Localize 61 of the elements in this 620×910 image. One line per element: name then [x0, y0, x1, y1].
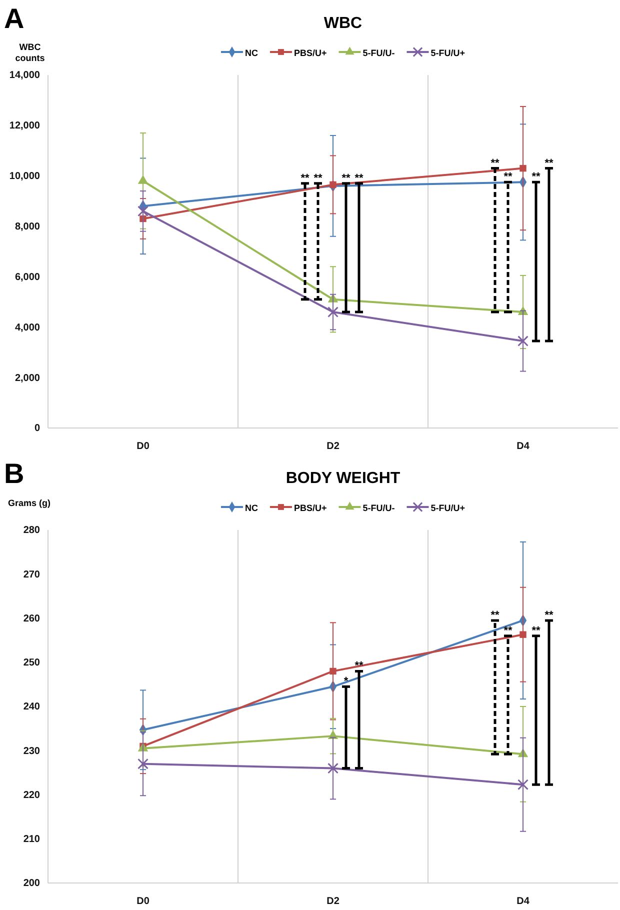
y-tick-label: 210 — [23, 834, 40, 846]
annotation: ** — [504, 171, 513, 184]
annotation: ** — [544, 609, 554, 622]
annotation: ** — [532, 171, 541, 184]
x-tick-label: D0 — [136, 441, 150, 452]
chart-title: BODY WEIGHT — [286, 470, 400, 487]
point — [138, 206, 148, 217]
annotation: ** — [532, 624, 541, 637]
y-tick-label: 2,000 — [14, 372, 40, 384]
y-tick-label: 240 — [23, 702, 40, 713]
annotation: ** — [342, 172, 351, 184]
y-tick-label: 270 — [23, 569, 40, 580]
y-axis-title: WBC counts — [15, 42, 45, 63]
y-tick-label: 4,000 — [14, 322, 40, 334]
x-tick-label: D2 — [326, 896, 340, 908]
annotation: ** — [300, 172, 310, 184]
annotation: ** — [314, 172, 323, 184]
chart-title: WBC — [324, 15, 363, 32]
legend-label: PBS/U+ — [294, 48, 327, 58]
annotation: ** — [354, 660, 364, 672]
annotation: ** — [354, 172, 364, 184]
point — [518, 336, 528, 346]
y-tick-label: 230 — [23, 746, 40, 757]
y-tick-label: 0 — [34, 423, 40, 434]
x-tick-label: D2 — [326, 441, 340, 452]
y-tick-label: 200 — [23, 878, 40, 890]
y-tick-label: 8,000 — [14, 221, 40, 232]
text: A — [4, 3, 24, 34]
point — [520, 631, 526, 638]
y-tick-label: 260 — [23, 613, 40, 624]
legend-label: PBS/U+ — [294, 503, 327, 513]
y-axis-title: Grams (g) — [8, 498, 51, 508]
y-tick-label: 280 — [23, 525, 40, 536]
y-tick-label: 250 — [23, 658, 40, 669]
point — [328, 762, 338, 774]
y-tick-label: 10,000 — [9, 171, 40, 182]
annotation: ** — [490, 609, 500, 622]
point — [330, 181, 336, 188]
legend-label: 5-FU/U- — [362, 503, 395, 513]
legend-label: 5-FU/U+ — [430, 503, 466, 513]
legend-label: 5-FU/U- — [362, 48, 395, 58]
annotation: ** — [544, 157, 554, 170]
point — [330, 668, 336, 675]
point — [328, 306, 338, 318]
point — [520, 164, 526, 172]
x-tick-label: D4 — [516, 896, 530, 908]
x-tick-label: D4 — [516, 441, 530, 452]
annotation: * — [344, 676, 349, 688]
legend-label: NC — [244, 503, 258, 513]
y-tick-label: 220 — [23, 790, 40, 801]
point — [138, 175, 148, 184]
point — [518, 779, 528, 790]
legend-label: 5-FU/U+ — [430, 48, 466, 58]
annotation: ** — [490, 157, 500, 170]
text: B — [4, 458, 24, 489]
annotation: ** — [504, 624, 513, 637]
legend-label: NC — [244, 48, 258, 58]
y-tick-label: 12,000 — [9, 120, 40, 132]
x-tick-label: D0 — [136, 896, 150, 908]
y-tick-label: 14,000 — [9, 70, 40, 82]
y-tick-label: 6,000 — [14, 272, 40, 283]
